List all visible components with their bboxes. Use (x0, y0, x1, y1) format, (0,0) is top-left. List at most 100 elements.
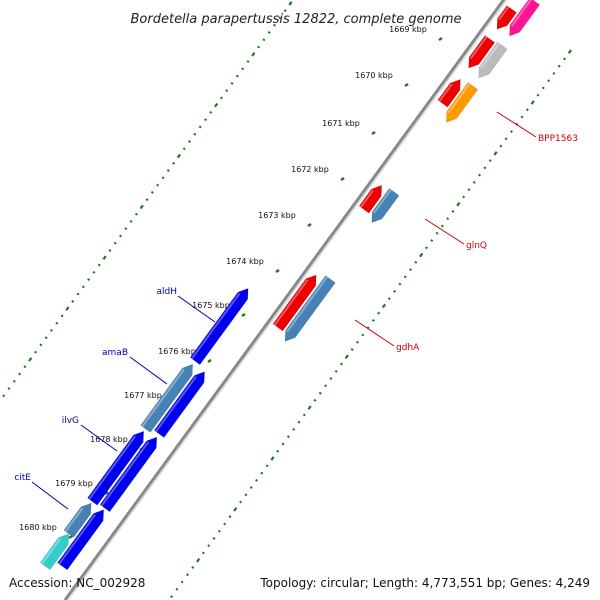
gene-highlight (64, 507, 84, 533)
gc-dot (113, 241, 117, 245)
gc-dot (478, 173, 482, 177)
gene-arrow-blue[interactable] (57, 509, 105, 571)
gene-arrow-cite[interactable] (39, 533, 70, 571)
gc-dot (472, 180, 476, 184)
gc-dot (504, 137, 508, 141)
gc-dot (563, 57, 567, 61)
gc-dot (228, 515, 232, 519)
gc-dot (409, 268, 413, 272)
gc-dot (65, 306, 70, 311)
gene-arrow-orange[interactable] (446, 82, 479, 123)
gc-dot (297, 420, 301, 424)
gc-dot (393, 289, 397, 293)
gene-highlight (191, 292, 241, 360)
gene-highlight (510, 0, 533, 27)
gc-dot (145, 198, 149, 202)
gc-dot (176, 153, 181, 159)
gene-arrow-red[interactable] (358, 184, 383, 214)
gc-dot (102, 255, 107, 261)
tick-label: 1671 kbp (322, 119, 360, 128)
gene-label-cite[interactable]: citE (14, 473, 31, 483)
gc-dot (249, 486, 253, 490)
gc-dot (207, 544, 211, 548)
gc-dot (76, 292, 80, 296)
gc-dot (180, 580, 184, 584)
gc-dot (440, 224, 444, 228)
gene-arrow-gray[interactable] (478, 41, 508, 79)
tick-mark (241, 312, 246, 318)
tick-label: 1678 kbp (90, 435, 128, 444)
gc-dot (214, 102, 219, 108)
gc-dot (467, 188, 471, 192)
genome-summary-text: Topology: circular; Length: 4,773,551 bp… (260, 576, 590, 590)
gene-highlight (498, 6, 510, 21)
gene-label-aldh[interactable]: aldH (157, 287, 178, 297)
tick-label: 1679 kbp (55, 479, 93, 488)
gene-arrow-amab[interactable] (140, 363, 194, 433)
gc-dot (292, 427, 296, 431)
gc-dot (71, 299, 75, 303)
gc-dot (329, 377, 333, 381)
gc-dot (129, 219, 133, 223)
gene-arrow-red[interactable] (468, 35, 496, 69)
gene-arrow-ilvg[interactable] (87, 430, 145, 506)
gc-dot (186, 573, 189, 577)
gc-dot (483, 166, 487, 170)
gene-arrow-blue[interactable] (99, 436, 158, 513)
tick-mark (404, 82, 409, 88)
gene-label-glnq[interactable]: glnQ (466, 241, 487, 251)
gene-label-ilvg[interactable]: ilvG (62, 416, 79, 426)
gc-dot (230, 81, 234, 85)
gene-label-amab[interactable]: amaB (102, 348, 128, 358)
gene-label-bpp1563[interactable]: BPP1563 (538, 134, 578, 144)
corner-mark: · (3, 591, 5, 598)
gc-dot (18, 372, 22, 376)
gene-label-gdha[interactable]: gdhA (396, 343, 420, 353)
gc-dot (92, 270, 96, 274)
tick-mark (275, 268, 280, 274)
gc-dot (567, 49, 572, 54)
gc-dot (334, 369, 338, 373)
label-leader-line (424, 218, 465, 245)
gc-dot (251, 52, 256, 57)
gc-dot (201, 551, 205, 555)
gc-dot (182, 147, 186, 151)
gc-dot (307, 405, 312, 410)
gene-arrow-gdha[interactable] (284, 275, 336, 342)
gc-dot (419, 252, 424, 258)
gene-highlight (373, 189, 392, 214)
gene-arrow-steel[interactable] (63, 502, 92, 538)
gene-highlight (100, 441, 150, 507)
tick-label: 1680 kbp (19, 523, 57, 532)
gc-dot (493, 151, 498, 156)
gc-dot (81, 285, 85, 289)
gc-dot (381, 303, 387, 309)
gc-dot (244, 493, 248, 497)
gene-highlight (359, 189, 374, 208)
gene-arrow-pink[interactable] (509, 0, 541, 37)
gene-highlight (447, 83, 471, 114)
gc-dot (344, 354, 349, 360)
gc-dot (446, 217, 450, 221)
gc-dot (193, 132, 197, 136)
gc-dot (276, 449, 280, 453)
gene-arrow-glnq[interactable] (371, 188, 400, 224)
gc-skew-track-outer (170, 49, 572, 599)
gene-highlight (273, 279, 309, 326)
tick-label: 1670 kbp (355, 71, 393, 80)
gene-arrow-red[interactable] (437, 78, 461, 108)
gene-highlight (88, 435, 136, 500)
gene-arrow-aldh[interactable] (189, 287, 249, 366)
gc-dot (166, 169, 170, 173)
gc-dot (172, 161, 176, 165)
gc-dot (286, 435, 290, 439)
gene-arrow-red[interactable] (496, 5, 518, 30)
gc-dot (288, 1, 293, 6)
gene-arrow-red[interactable] (272, 274, 317, 332)
gene-highlight (58, 514, 96, 565)
label-leader-line (31, 481, 69, 510)
gc-dot (488, 159, 492, 163)
gene-arrow-blue[interactable] (153, 371, 205, 438)
gc-dot (302, 413, 306, 417)
